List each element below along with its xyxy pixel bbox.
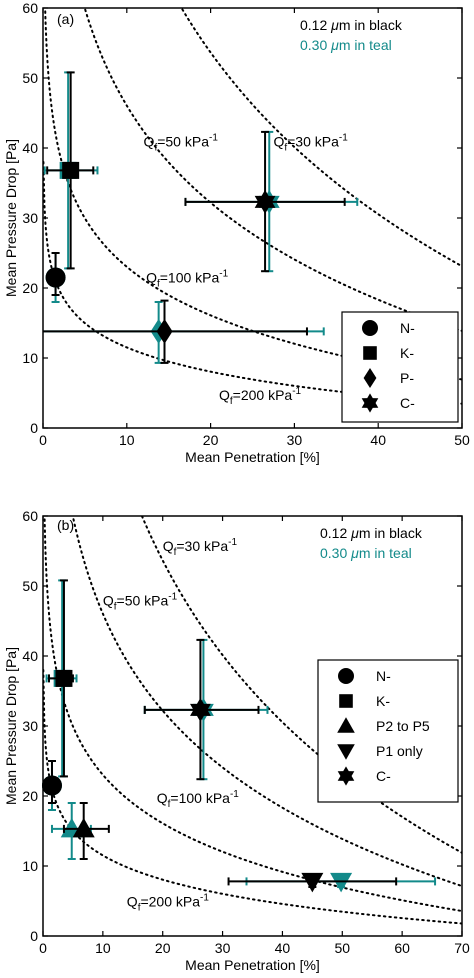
x-tick-label: 0 — [39, 432, 47, 448]
qf-30-label: Qf=30 kPa-1 — [273, 133, 348, 154]
y-tick-label: 50 — [22, 578, 38, 594]
y-tick-label: 40 — [22, 648, 38, 664]
legend-k-label: K- — [400, 345, 414, 361]
y-axis-label: Mean Pressure Drop [Pa] — [3, 139, 19, 297]
y-tick-label: 60 — [22, 508, 38, 524]
x-tick-label: 10 — [119, 432, 135, 448]
x-tick-label: 20 — [203, 432, 219, 448]
x-axis-label: Mean Penetration [%] — [185, 449, 320, 465]
y-tick-label: 10 — [22, 858, 38, 874]
x-tick-label: 40 — [370, 432, 386, 448]
panel-label: (b) — [57, 517, 74, 533]
x-axis-label: Mean Penetration [%] — [185, 957, 320, 973]
x-tick-label: 30 — [215, 940, 231, 956]
qf-50-curve — [71, 516, 462, 888]
legend: N- K- P- C- — [341, 311, 459, 423]
p1-only-teal-marker — [330, 872, 353, 893]
panel-label: (a) — [57, 11, 74, 27]
qf-100-curve — [43, 516, 462, 913]
x-tick-label: 50 — [334, 940, 350, 956]
qf-100-label: Qf=100 kPa-1 — [157, 789, 240, 810]
color-note-teal: 0.30 μm in teal — [320, 545, 412, 561]
legend-p1-only-label: P1 only — [376, 743, 423, 759]
qf-30-label: Qf=30 kPa-1 — [163, 537, 238, 558]
k-black-marker — [62, 161, 80, 179]
n-black-marker — [41, 775, 62, 796]
legend: N- K- P2 to P5 P1 only C- — [317, 659, 459, 803]
n-black-marker — [45, 267, 66, 288]
legend-c-marker — [337, 766, 355, 786]
y-tick-label: 10 — [22, 350, 38, 366]
panel-a: Qf=30 kPa-1 Qf=50 kPa-1 Qf=100 kPa-1 Qf=200… — [3, 0, 470, 465]
legend-n-label: N- — [400, 320, 415, 336]
y-tick-label: 30 — [22, 718, 38, 734]
y-tick-label: 0 — [30, 420, 38, 436]
y-tick-label: 20 — [22, 788, 38, 804]
qf-200-curve — [43, 668, 462, 925]
k-black-marker — [55, 669, 73, 687]
legend-c-label: C- — [376, 768, 391, 784]
panel-b: Qf=30 kPa-1 Qf=50 kPa-1 Qf=100 kPa-1 Qf=200… — [3, 508, 470, 973]
y-tick-label: 50 — [22, 70, 38, 86]
x-tick-label: 70 — [454, 940, 470, 956]
x-tick-label: 20 — [155, 940, 171, 956]
y-tick-label: 0 — [30, 928, 38, 944]
qf-200-label: Qf=200 kPa-1 — [127, 893, 210, 914]
qf-200-label: Qf=200 kPa-1 — [219, 386, 302, 407]
legend-n-label: N- — [376, 668, 391, 684]
p2-to-p5-black-marker — [72, 817, 95, 838]
legend-box — [341, 311, 459, 423]
legend-k-label: K- — [376, 693, 390, 709]
color-note-teal: 0.30 μm in teal — [300, 37, 392, 53]
c-black-marker — [254, 189, 276, 214]
y-tick-label: 60 — [22, 0, 38, 16]
data-points — [41, 579, 437, 893]
x-tick-label: 40 — [275, 940, 291, 956]
legend-p1-only-marker — [337, 744, 355, 760]
c-black-marker — [190, 697, 211, 722]
y-tick-label: 40 — [22, 140, 38, 156]
legend-c-label: C- — [400, 395, 415, 411]
legend-n-marker — [338, 668, 354, 684]
x-tick-label: 60 — [394, 940, 410, 956]
legend-p2-to-p5-marker — [337, 717, 355, 733]
legend-p-label: P- — [400, 370, 414, 386]
qf-50-curve — [83, 8, 462, 333]
qf-100-label: Qf=100 kPa-1 — [146, 268, 229, 289]
legend-c-marker — [361, 393, 379, 413]
legend-k-marker — [339, 694, 353, 708]
legend-k-marker — [363, 346, 377, 360]
qf-30-curve — [140, 516, 462, 854]
p1-only-black-marker — [301, 872, 324, 893]
qf-50-label: Qf=50 kPa-1 — [144, 133, 219, 154]
x-tick-label: 30 — [287, 432, 303, 448]
y-tick-label: 20 — [22, 280, 38, 296]
x-tick-label: 10 — [95, 940, 111, 956]
y-axis-label: Mean Pressure Drop [Pa] — [3, 647, 19, 805]
x-tick-label: 0 — [39, 940, 47, 956]
qf-30-curve — [180, 8, 462, 268]
qf-50-label: Qf=50 kPa-1 — [103, 592, 178, 613]
legend-n-marker — [362, 320, 378, 336]
color-note-black: 0.12 μm in black — [300, 17, 403, 33]
color-note-black: 0.12 μm in black — [320, 525, 423, 541]
legend-p-marker — [363, 368, 377, 388]
p-black-marker — [156, 318, 173, 344]
legend-p2-to-p5-label: P2 to P5 — [376, 718, 430, 734]
qf-curves — [43, 516, 462, 925]
x-tick-label: 50 — [454, 432, 470, 448]
data-points — [43, 71, 359, 364]
y-tick-label: 30 — [22, 210, 38, 226]
